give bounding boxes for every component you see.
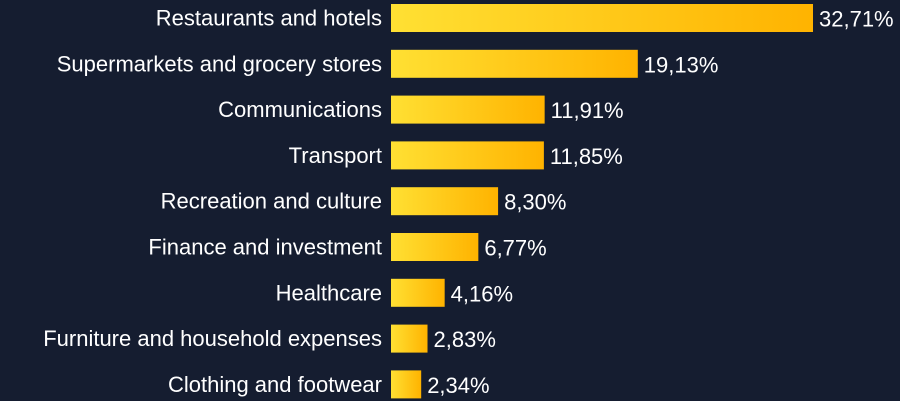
category-label: Transport <box>289 143 382 168</box>
value-label: 6,77% <box>484 236 546 261</box>
bar <box>391 233 479 261</box>
bar <box>391 370 422 399</box>
category-label: Recreation and culture <box>161 189 382 214</box>
value-label: 8,30% <box>504 190 566 215</box>
bar <box>391 141 544 170</box>
value-label: 11,91% <box>551 98 624 123</box>
category-label: Healthcare <box>276 280 382 305</box>
category-label: Communications <box>218 97 382 122</box>
bar <box>391 4 813 32</box>
category-label: Supermarkets and grocery stores <box>57 51 382 76</box>
bars-layer: Restaurants and hotels 32,71% Supermarkets… <box>43 4 894 399</box>
category-label: Restaurants and hotels <box>156 6 382 31</box>
category-label: Finance and investment <box>148 235 382 260</box>
value-label: 2,34% <box>427 373 489 398</box>
bar <box>391 95 545 124</box>
value-label: 19,13% <box>644 52 719 77</box>
bar <box>391 324 428 353</box>
value-label: 11,85% <box>550 144 623 169</box>
value-label: 4,16% <box>451 281 513 306</box>
category-label: Clothing and footwear <box>168 372 382 397</box>
bar <box>391 49 638 78</box>
bar <box>391 278 445 307</box>
category-label: Furniture and household expenses <box>43 326 382 351</box>
value-label: 32,71% <box>819 7 894 32</box>
bar <box>391 187 499 216</box>
value-label: 2,83% <box>434 327 496 352</box>
